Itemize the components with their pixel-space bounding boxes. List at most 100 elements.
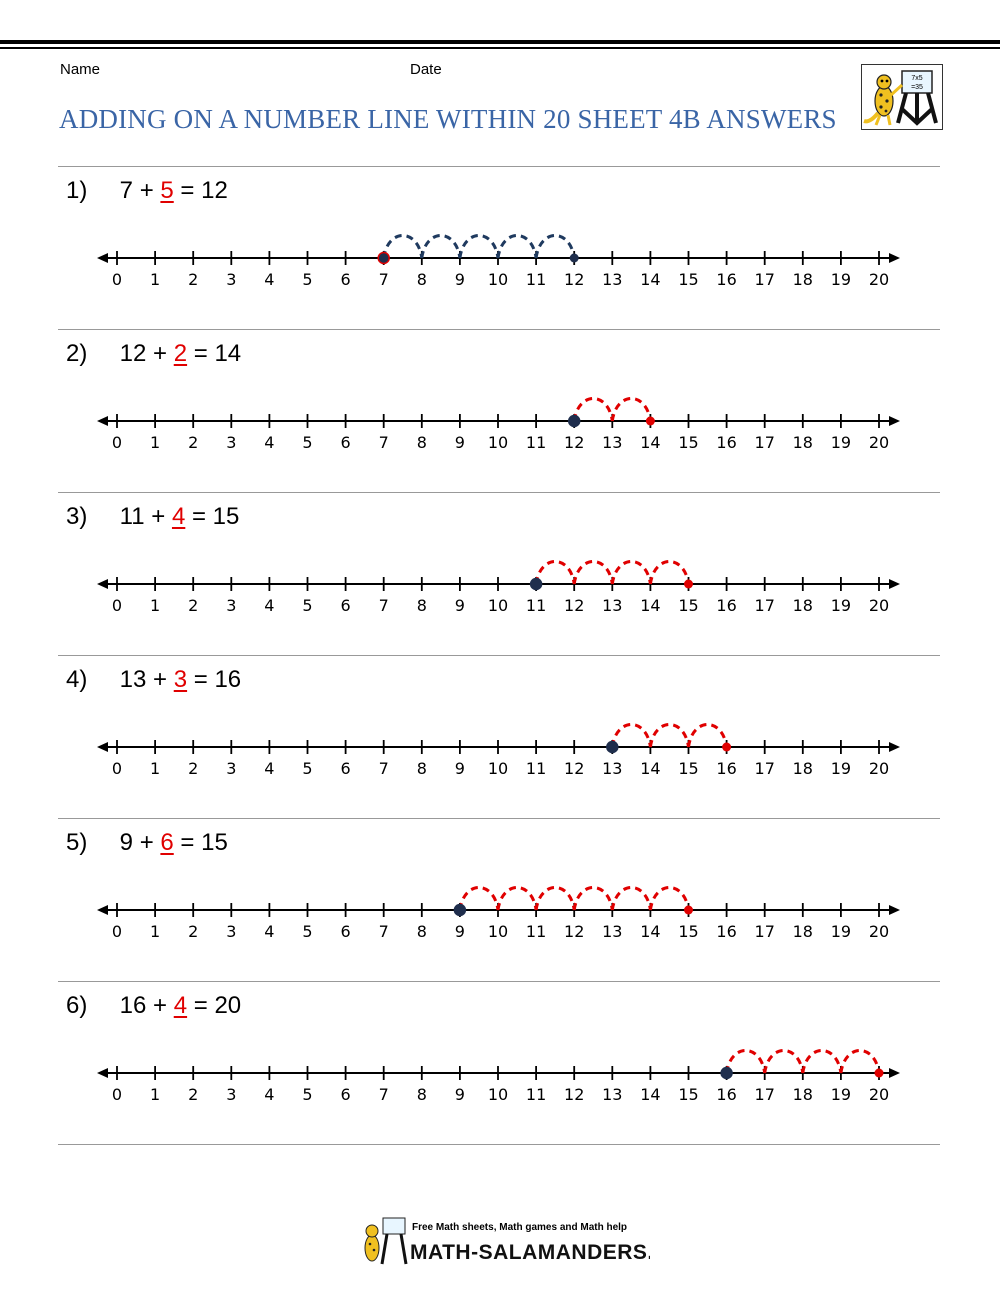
tick-label: 5 [302, 922, 312, 941]
tick-label: 11 [526, 270, 546, 289]
footer-tagline: Free Math sheets, Math games and Math he… [412, 1222, 627, 1233]
equals-sign: = [193, 666, 208, 693]
sum: 16 [214, 666, 242, 693]
tick-label: 13 [602, 270, 622, 289]
tick-label: 17 [755, 759, 775, 778]
tick-label: 10 [488, 1085, 508, 1104]
tick-label: 1 [150, 270, 160, 289]
divider [58, 492, 940, 493]
equals-sign: = [193, 992, 208, 1019]
tick-label: 2 [188, 596, 198, 615]
tick-label: 15 [678, 596, 698, 615]
equals-sign: = [180, 177, 195, 204]
jump-arc [648, 886, 690, 911]
number-line-5: 0 1 2 3 4 5 6 7 8 9 10 11 12 13 14 15 16 17 18 19 20 [97, 886, 900, 941]
page-title: ADDING ON A NUMBER LINE WITHIN 20 SHEET … [59, 104, 837, 134]
tick-label: 17 [755, 922, 775, 941]
tick-label: 5 [302, 433, 312, 452]
jump-arc [763, 1049, 805, 1074]
addend-a: 9 [119, 829, 134, 856]
number-line-3: 0 1 2 3 4 5 6 7 8 9 10 11 12 13 14 15 16 17 18 19 20 [97, 560, 900, 615]
addend-b: 6 [160, 829, 174, 856]
left-arrow-icon [97, 905, 108, 915]
tick-label: 4 [264, 596, 274, 615]
logo-board-text-bottom: =35 [911, 84, 923, 91]
jump-arc [534, 886, 576, 911]
tick-label: 8 [417, 270, 427, 289]
top-rule [0, 40, 1000, 44]
tick-label: 20 [869, 759, 889, 778]
tick-label: 11 [526, 759, 546, 778]
number-line-2: 0 1 2 3 4 5 6 7 8 9 10 11 12 13 14 15 16 17 18 19 20 [97, 397, 900, 452]
divider [58, 329, 940, 330]
tick-label: 9 [455, 433, 465, 452]
tick-label: 3 [226, 759, 236, 778]
tick-label: 4 [264, 1085, 274, 1104]
problem-number: 3) [66, 503, 88, 530]
tick-label: 3 [226, 433, 236, 452]
footer-salamander-icon [364, 1217, 408, 1265]
plus-sign: + [139, 829, 154, 856]
jump-arc [496, 234, 538, 259]
tick-label: 8 [417, 596, 427, 615]
jump-arc [725, 1049, 767, 1074]
addend-b: 2 [173, 340, 188, 367]
tick-label: 5 [302, 759, 312, 778]
problem-6-equation: 6) 16 + 4 = 20 [66, 992, 241, 1020]
tick-label: 14 [640, 922, 660, 941]
tick-label: 12 [564, 270, 584, 289]
tick-label: 6 [341, 1085, 351, 1104]
jump-arc [610, 560, 652, 585]
sum: 20 [214, 992, 242, 1019]
end-point [569, 253, 579, 263]
tick-label: 3 [226, 596, 236, 615]
jump-arc [458, 234, 500, 259]
tick-label: 7 [379, 922, 389, 941]
divider [58, 1144, 940, 1145]
sum: 15 [212, 503, 240, 530]
tick-label: 9 [455, 1085, 465, 1104]
tick-label: 3 [226, 922, 236, 941]
addend-b: 4 [173, 992, 188, 1019]
tick-label: 16 [716, 270, 736, 289]
tick-label: 10 [488, 759, 508, 778]
tick-label: 7 [379, 596, 389, 615]
jump-arc [610, 886, 652, 911]
problem-number: 1) [66, 177, 88, 204]
sum: 15 [201, 829, 228, 856]
start-point [720, 1066, 733, 1080]
problem-number: 4) [66, 666, 88, 693]
tick-label: 2 [188, 1085, 198, 1104]
tick-label: 1 [150, 922, 160, 941]
tick-label: 7 [379, 759, 389, 778]
right-arrow-icon [889, 579, 900, 589]
date-label: Date [410, 61, 442, 78]
tick-label: 4 [264, 922, 274, 941]
tick-label: 15 [678, 1085, 698, 1104]
tick-label: 5 [302, 596, 312, 615]
right-arrow-icon [889, 905, 900, 915]
tick-label: 2 [188, 922, 198, 941]
jump-arc [534, 560, 576, 585]
tick-label: 4 [264, 433, 274, 452]
tick-label: 6 [341, 596, 351, 615]
tick-label: 12 [564, 596, 584, 615]
problem-3-equation: 3) 11 + 4 = 15 [66, 503, 239, 531]
tick-label: 18 [793, 433, 813, 452]
addend-a: 12 [119, 340, 147, 367]
tick-label: 9 [455, 270, 465, 289]
jump-arc [801, 1049, 843, 1074]
addend-b: 5 [160, 177, 174, 204]
tick-label: 10 [488, 596, 508, 615]
top-rule-thin [0, 47, 1000, 49]
number-line-4: 0 1 2 3 4 5 6 7 8 9 10 11 12 13 14 15 16 17 18 19 20 [97, 723, 900, 778]
tick-label: 0 [112, 922, 122, 941]
tick-label: 12 [564, 759, 584, 778]
tick-label: 11 [526, 433, 546, 452]
tick-label: 11 [526, 922, 546, 941]
salamander-logo: 7x5 =35 [861, 64, 943, 130]
tick-label: 17 [755, 596, 775, 615]
tick-label: 10 [488, 922, 508, 941]
logo-board-text-top: 7x5 [911, 75, 922, 82]
start-point [606, 740, 619, 754]
